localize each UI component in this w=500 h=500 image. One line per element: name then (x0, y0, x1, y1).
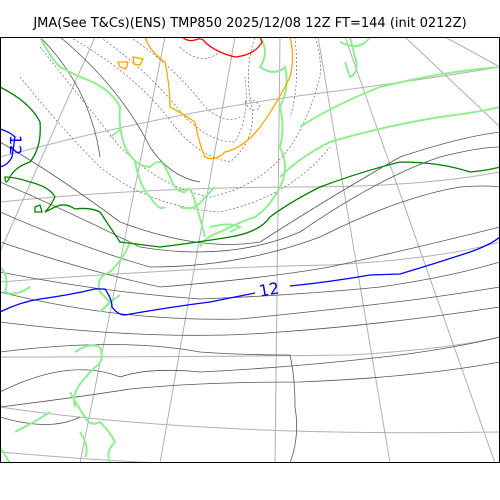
coastline (39, 37, 206, 238)
red-isotherm (181, 37, 263, 58)
coastline (97, 241, 131, 293)
dotted-contour (99, 37, 247, 143)
contour-line (0, 336, 500, 393)
meridian-line (444, 37, 500, 68)
dotted-contour (39, 37, 321, 198)
parallel-line (0, 336, 500, 358)
coastline (99, 291, 121, 313)
chart-title: JMA(See T&Cs)(ENS) TMP850 2025/12/08 12Z… (33, 16, 467, 31)
meridian-line (344, 37, 496, 463)
dotted-contours (19, 37, 331, 213)
isotherm-line (132, 56, 144, 66)
contour-line (0, 361, 500, 408)
parallel-line (0, 241, 500, 283)
contour-line (0, 131, 500, 245)
coastline (339, 37, 371, 47)
coastline (299, 66, 500, 128)
meridian-line (79, 37, 166, 463)
contour-line (0, 226, 500, 288)
temperature-contours (0, 37, 500, 463)
contour-line (0, 261, 500, 300)
meridian-line (317, 37, 391, 463)
isotherm-line (117, 61, 129, 70)
blue-isotherm (0, 128, 500, 316)
coastline (109, 128, 121, 138)
coastline (14, 411, 51, 433)
orange-isotherm (117, 37, 294, 160)
isotherm-line (34, 204, 43, 213)
contour-line (59, 37, 201, 183)
parallel-line (0, 451, 200, 463)
coastline (179, 186, 216, 210)
contour-line (0, 344, 298, 463)
isotherm-line (0, 86, 500, 248)
map-frame (0, 37, 500, 463)
contour-line (0, 185, 500, 268)
dotted-contour (179, 46, 221, 59)
coastline (209, 223, 243, 233)
isotherm-label: 12 (6, 135, 25, 155)
coastline (73, 344, 103, 408)
coastline (79, 431, 88, 458)
contour-line (0, 306, 500, 336)
contour-line (39, 37, 101, 158)
meridian-line (159, 37, 236, 463)
isotherm-line (289, 236, 500, 287)
meridian-line (404, 37, 500, 128)
coastline (0, 266, 31, 295)
dotted-contour (244, 100, 261, 111)
coastline (279, 106, 500, 178)
coastline (69, 391, 117, 463)
coastline (199, 37, 288, 248)
isotherm-line (181, 37, 263, 58)
contour-line (0, 286, 500, 320)
weather-map: 12 12 (0, 37, 500, 463)
parallel-line (0, 66, 500, 158)
parallel-line (0, 171, 500, 203)
dotted-contour (289, 37, 297, 118)
coastline (134, 161, 166, 210)
isotherm-line (0, 128, 16, 168)
dotted-contour (19, 76, 331, 213)
parallel-line (0, 406, 500, 434)
coastline (344, 37, 358, 79)
isotherm-line (144, 37, 294, 160)
coastline (0, 446, 11, 463)
contour-line (0, 146, 500, 253)
map-canvas: 12 12 (0, 37, 500, 463)
dotted-contour (69, 37, 256, 163)
contour-line (0, 416, 81, 425)
green-isotherm (0, 86, 500, 248)
land-coastline (0, 37, 500, 463)
meridian-line (274, 37, 281, 463)
isotherm-line (0, 288, 256, 316)
isotherm-label: 12 (257, 278, 280, 300)
